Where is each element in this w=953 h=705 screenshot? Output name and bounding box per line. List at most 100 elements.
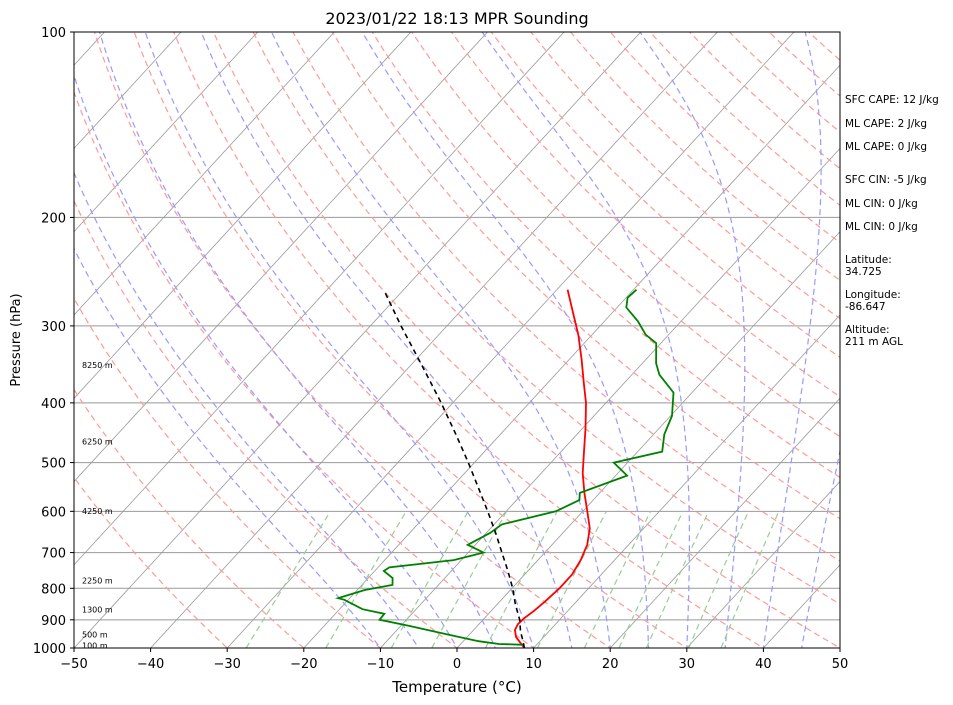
y-tick-label: 900: [41, 614, 66, 629]
x-tick-label: −50: [60, 657, 87, 672]
moist-adiabat-line: [639, 32, 746, 648]
mixing-ratio-line: [618, 511, 684, 648]
dry-adiabat-line: [212, 32, 840, 648]
height-label: 6250 m: [82, 437, 113, 446]
chart-title: 2023/01/22 18:13 MPR Sounding: [325, 9, 588, 28]
moist-adiabat-line: [74, 73, 458, 648]
mixing-ratio-line: [583, 511, 652, 648]
moist-adiabat-line: [74, 247, 382, 648]
dry-adiabat-line: [93, 32, 612, 648]
moist-adiabat-line: [481, 32, 690, 648]
isotherm-line: [609, 397, 840, 648]
mixing-ratio-line: [536, 511, 607, 648]
dry-adiabat-line: [74, 388, 305, 648]
isotherm-line: [150, 32, 718, 648]
y-tick-label: 300: [41, 320, 66, 335]
moist-adiabat-line: [361, 32, 650, 648]
moist-adiabat-line: [270, 32, 611, 648]
isotherm-line: [74, 32, 489, 483]
sfc-cape-text: SFC CAPE: 12 J/kg: [845, 94, 939, 106]
plot-frame: [73, 31, 841, 649]
isotherm-line: [379, 147, 840, 648]
dry-adiabat-line: [292, 32, 840, 562]
plot-data-lines: [334, 289, 675, 648]
dry-adiabat-line: [74, 297, 382, 648]
x-tick-label: 40: [755, 657, 772, 672]
moist-adiabat-line: [74, 171, 420, 648]
temperature-line: [513, 289, 591, 648]
isotherm-line: [533, 314, 840, 648]
dry-adiabat-line: [252, 32, 840, 605]
dry-adiabat-line: [371, 32, 840, 479]
height-label: 1300 m: [82, 606, 113, 615]
mixing-ratio-line: [484, 511, 558, 648]
dewpoint-line: [334, 289, 675, 646]
dry-adiabat-line: [490, 32, 840, 359]
moist-adiabat-line: [200, 32, 573, 648]
y-tick-label: 600: [41, 505, 66, 520]
y-tick-label: 800: [41, 582, 66, 597]
mixing-ratio-line: [431, 511, 508, 648]
longitude-value: -86.647: [845, 301, 886, 313]
y-tick-label: 500: [41, 457, 66, 472]
ml-cin-text: ML CIN: 0 J/kg: [845, 198, 918, 210]
moist-adiabat-line: [144, 32, 535, 648]
x-tick-label: −10: [367, 657, 394, 672]
isotherm-line: [303, 64, 840, 648]
mixing-ratio-line: [645, 511, 710, 648]
x-tick-label: 10: [525, 657, 542, 672]
isotherm-line: [226, 32, 795, 648]
y-tick-label: 700: [41, 547, 66, 562]
height-label: 500 m: [82, 631, 108, 640]
dry-adiabat-line: [331, 32, 840, 520]
height-label: 8250 m: [82, 361, 113, 370]
dry-adiabat-line: [133, 32, 688, 648]
y-tick-label: 1000: [33, 642, 66, 657]
dry-adiabat-line: [74, 199, 459, 648]
height-label: 2250 m: [82, 576, 113, 585]
x-tick-label: 50: [832, 657, 849, 672]
dry-adiabat-line: [74, 476, 229, 648]
dry-adiabat-line: [728, 32, 840, 133]
isotherm-line: [686, 480, 840, 648]
dry-adiabat-line: [530, 32, 840, 320]
dry-adiabat-line: [74, 90, 535, 648]
isotherm-line: [74, 32, 335, 316]
mixing-ratio-line: [325, 510, 407, 648]
x-tick-label: 20: [602, 657, 619, 672]
x-tick-label: −20: [290, 657, 317, 672]
x-tick-label: −30: [213, 657, 240, 672]
isotherm-line: [74, 32, 182, 150]
longitude-label: Longitude:: [845, 289, 901, 301]
sfc-cin-text: SFC CIN: -5 J/kg: [845, 174, 927, 186]
x-tick-label: −40: [137, 657, 164, 672]
y-axis-label: Pressure (hPa): [9, 293, 24, 386]
x-axis-label: Temperature (°C): [391, 678, 521, 696]
plot-background-lines: [74, 32, 840, 648]
parcel-path-line: [382, 289, 526, 648]
isotherm-line: [74, 32, 412, 399]
altitude-label: Altitude:: [845, 324, 890, 336]
isotherm-line: [74, 32, 565, 566]
latitude-label: Latitude:: [845, 254, 892, 266]
mixing-ratio-line: [720, 511, 780, 648]
altitude-value: 211 m AGL: [845, 336, 903, 348]
y-tick-label: 400: [41, 397, 66, 412]
isotherm-line: [456, 231, 840, 648]
y-tick-label: 200: [41, 211, 66, 226]
height-label: 100 m: [82, 641, 108, 650]
dry-adiabat-line: [173, 32, 765, 648]
height-label: 4250 m: [82, 507, 113, 516]
moist-adiabat-line: [801, 448, 840, 648]
ml-cape-text: ML CAPE: 2 J/kg: [845, 118, 928, 130]
latitude-value: 34.725: [845, 266, 882, 278]
y-tick-label: 100: [41, 26, 66, 41]
x-tick-label: 30: [679, 657, 696, 672]
ml-cin-text-2: ML CIN: 0 J/kg: [845, 221, 918, 233]
mixing-ratio-line: [245, 510, 332, 648]
isotherm-line: [74, 32, 259, 233]
dry-adiabat-line: [649, 32, 840, 207]
axes: −50 −40 −30 −20 −10 0 10 20 30 40 50 100 200 300 400 50…: [33, 26, 848, 672]
